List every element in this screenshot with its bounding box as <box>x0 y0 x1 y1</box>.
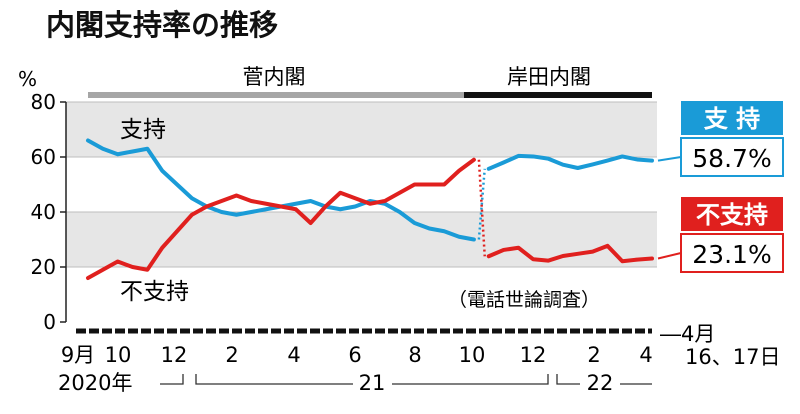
legend-value-box <box>680 137 784 177</box>
legend-value: 58.7% <box>692 144 771 173</box>
year-bracket <box>556 374 580 385</box>
series-lines <box>86 138 654 280</box>
latest-date-label: 16、17日 <box>685 345 780 369</box>
year-label: 22 <box>587 371 614 395</box>
x-tick-label: 12 <box>161 343 188 367</box>
x-tick-label: 12 <box>520 343 547 367</box>
y-tick-label: 40 <box>31 200 56 224</box>
x-tick-label: 10 <box>459 343 486 367</box>
year-label: 21 <box>359 371 386 395</box>
legend-value: 23.1% <box>692 240 771 269</box>
latest-date-label: ―4月 <box>660 322 715 346</box>
era-label: 岸田内閣 <box>507 65 591 89</box>
chart-title: 内閣支持率の推移 <box>46 8 279 42</box>
y-axis: % 0 20 40 60 80 <box>18 67 67 334</box>
era-label: 菅内閣 <box>243 65 306 89</box>
year-bracket <box>392 374 549 385</box>
y-tick-label: 60 <box>31 145 56 169</box>
legend-badge-label: 不支持 <box>696 201 768 229</box>
x-tick-label: 10 <box>105 343 132 367</box>
series-gap-dotted <box>477 159 486 257</box>
grid-lines <box>66 101 657 268</box>
x-tick-label: 9月 <box>61 343 95 367</box>
series-line <box>486 243 654 264</box>
grid-band <box>66 102 657 157</box>
series-gap-dotted <box>477 168 486 240</box>
y-axis-unit: % <box>18 67 37 91</box>
year-bracket <box>195 374 353 385</box>
latest-value-legend: 支 持 58.7% 不支持 23.1% <box>657 101 784 273</box>
y-tick-label: 80 <box>31 90 56 114</box>
survey-note: （電話世論調査） <box>448 289 600 311</box>
x-tick-label: 8 <box>408 343 421 367</box>
legend-leader-line <box>657 252 682 260</box>
legend-badge <box>681 101 783 135</box>
year-bracket <box>160 374 184 385</box>
series-line <box>486 153 654 171</box>
series-inline-label: 不支持 <box>120 279 189 305</box>
series-inline-label: 支持 <box>120 117 166 143</box>
x-tick-label: 4 <box>287 343 300 367</box>
year-label: 2020年 <box>58 371 132 395</box>
y-tick-label: 20 <box>31 255 56 279</box>
x-tick-label: 2 <box>225 343 238 367</box>
x-tick-label: 4 <box>639 343 652 367</box>
legend-leader-line <box>657 156 682 162</box>
legend-badge <box>681 197 783 231</box>
x-tick-label: 6 <box>348 343 361 367</box>
legend-badge-label: 支 持 <box>704 105 760 133</box>
legend-value-box <box>680 233 784 273</box>
cabinet-era-bars: 菅内閣 岸田内閣 <box>88 65 652 98</box>
x-tick-label: 2 <box>587 343 600 367</box>
series-line <box>86 157 476 280</box>
grid-bands <box>66 102 657 267</box>
y-tick-label: 0 <box>43 310 56 334</box>
